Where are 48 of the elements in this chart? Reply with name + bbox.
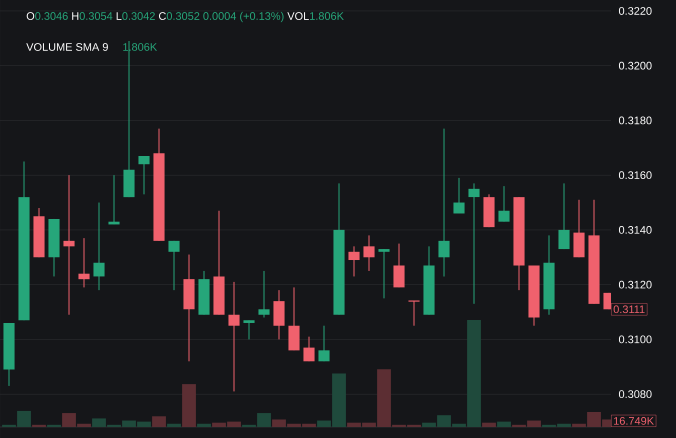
bar xyxy=(167,424,181,427)
annotation: 0.3054 xyxy=(80,12,112,20)
candlestick xyxy=(348,246,360,277)
annotation: VOL xyxy=(287,12,309,20)
candlestick xyxy=(228,281,240,392)
candlestick xyxy=(243,320,255,340)
y-tick-label: 0.3180 xyxy=(618,116,652,124)
y-tick-label: 0.3220 xyxy=(618,7,652,15)
y-tick-label: 0.3100 xyxy=(618,336,652,344)
y-tick-label: 0.3120 xyxy=(618,280,652,289)
candlestick xyxy=(108,174,120,225)
annotation: 0.3111 xyxy=(614,305,645,314)
y-tick-label: 0.3140 xyxy=(618,226,652,234)
candlestick xyxy=(93,202,105,291)
bar xyxy=(152,416,166,427)
candlestick xyxy=(138,156,150,195)
annotation: L xyxy=(116,12,122,20)
annotation: 0.3042 xyxy=(122,12,155,20)
candlestick xyxy=(468,182,480,304)
y-tick-label: 0.3200 xyxy=(618,62,652,70)
annotation: VOLUME SMA 9 xyxy=(26,43,108,51)
candlestick xyxy=(498,186,510,222)
bar xyxy=(482,422,496,427)
candlestick xyxy=(363,234,375,272)
annotation: C xyxy=(158,12,166,20)
candlestick xyxy=(63,174,75,316)
candlestick xyxy=(393,243,405,288)
text: 16.749K xyxy=(614,417,654,425)
candlestick xyxy=(78,238,90,288)
annotation: H xyxy=(72,12,78,20)
bar xyxy=(182,384,196,427)
candlestick xyxy=(408,300,420,326)
candlestick xyxy=(378,248,390,299)
bar xyxy=(497,422,511,427)
candlestick xyxy=(558,182,570,250)
annotation: 0.3052 0.0004 (+0.13%) xyxy=(166,12,284,22)
bar xyxy=(197,424,211,427)
candlestick xyxy=(168,240,180,291)
y-tick-label: 0.3160 xyxy=(618,171,652,180)
y-tick-label: 0.3080 xyxy=(618,390,652,398)
candlestick xyxy=(438,128,450,277)
annotation: O xyxy=(26,12,34,20)
annotation: 1.806K xyxy=(310,12,344,20)
candlestick xyxy=(258,270,270,318)
candlestick xyxy=(303,336,315,362)
candlestick xyxy=(318,325,330,362)
annotation: 0.3046 xyxy=(35,12,68,20)
candlestick xyxy=(453,177,465,214)
